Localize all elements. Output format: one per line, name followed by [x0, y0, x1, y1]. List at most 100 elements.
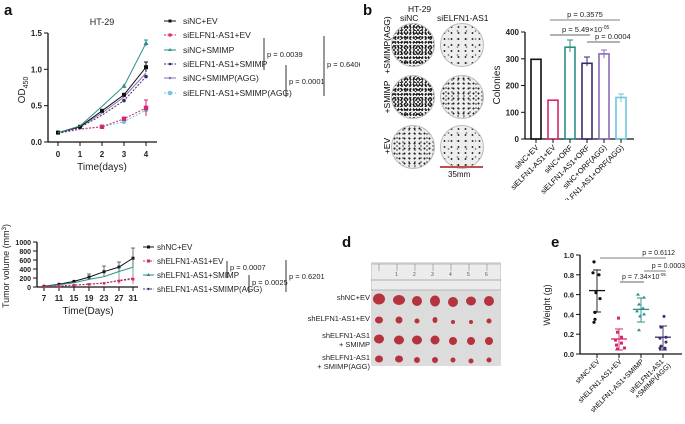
- svg-text:1000: 1000: [15, 240, 31, 247]
- svg-text:400: 400: [19, 267, 31, 274]
- svg-text:siELFN1-AS1+SMIMP(AGG): siELFN1-AS1+SMIMP(AGG): [183, 88, 292, 98]
- x-axis-label: Time(Days): [62, 306, 113, 317]
- svg-text:1: 1: [395, 272, 398, 278]
- well-siNC-SMIMP-AGG: [391, 23, 435, 67]
- svg-text:1.0: 1.0: [564, 251, 574, 260]
- panel-b-row-labels: +SMIMP(AGG) +SMIMP +EV: [382, 16, 392, 155]
- group-shNC-EV: [589, 260, 605, 324]
- panel-c-legend: shNC+EV shELFN1-AS1+EV shELFN1-AS1+SMIMP…: [143, 243, 262, 294]
- bar-siELFN1-EV: [547, 99, 559, 140]
- svg-text:2: 2: [100, 150, 105, 159]
- svg-text:shELFN1-AS1+SMIMP: shELFN1-AS1+SMIMP: [157, 271, 239, 280]
- tumors-row-shELFN1-SMIMP-AGG: [375, 355, 492, 364]
- bar-siNC-ORF-AGG: [598, 53, 610, 140]
- series-shELFN1-AS1-EV: [42, 274, 135, 289]
- panel-letter-e: e: [551, 234, 560, 251]
- tumors-row-shELFN1-SMIMP: [374, 334, 493, 345]
- panel-b-title: HT-29: [408, 4, 432, 14]
- panel-a-title: HT-29: [90, 17, 115, 27]
- series-siELFN1-AS1-EV: [57, 99, 149, 134]
- svg-text:0.0: 0.0: [564, 350, 574, 359]
- row-label-shELFN1-EV: shELFN1-AS1+EV: [307, 314, 370, 323]
- svg-text:shELFN1-AS1+EV: shELFN1-AS1+EV: [157, 257, 224, 266]
- x-ticks: [596, 354, 664, 358]
- svg-text:11: 11: [55, 294, 64, 303]
- svg-text:0.6: 0.6: [564, 291, 574, 300]
- svg-text:200: 200: [506, 82, 520, 91]
- svg-text:0.0: 0.0: [31, 138, 43, 147]
- well-siNC-SMIMP: [391, 75, 435, 119]
- svg-text:1: 1: [78, 150, 83, 159]
- svg-text:31: 31: [129, 294, 138, 303]
- y-ticks: 0 200 400 600 800 1000: [15, 240, 37, 292]
- x-ticks: 7 11 15 19 23 27 31: [42, 287, 138, 303]
- tumors-row-shELFN1-EV: [375, 316, 492, 324]
- svg-text:+SMIMP(AGG): +SMIMP(AGG): [382, 16, 392, 74]
- y-ticks: 0.0 0.2 0.4 0.6 0.8 1.0: [564, 251, 580, 359]
- col-label-siELFN1-AS1: siELFN1-AS1: [437, 13, 489, 23]
- svg-text:23: 23: [100, 294, 109, 303]
- bar-siNC-EV: [530, 58, 542, 140]
- svg-text:800: 800: [19, 249, 31, 256]
- tumors-row-shNC-EV: [373, 293, 494, 307]
- x-ticks: [535, 139, 622, 143]
- bars: [530, 39, 627, 140]
- well-siELFN1-SMIMP: [440, 75, 484, 119]
- svg-text:19: 19: [85, 294, 94, 303]
- svg-text:100: 100: [506, 108, 520, 117]
- svg-text:15: 15: [70, 294, 79, 303]
- y-axis-label: Weight (g): [542, 284, 552, 325]
- row-label-shNC-EV: shNC+EV: [336, 293, 370, 302]
- svg-text:siELFN1-AS1+EV: siELFN1-AS1+EV: [183, 30, 251, 40]
- svg-text:siNC+SMIMP: siNC+SMIMP: [183, 45, 235, 55]
- svg-text:0.5: 0.5: [31, 102, 43, 111]
- svg-text:1.5: 1.5: [31, 29, 43, 38]
- svg-text:p = 0.0007: p = 0.0007: [230, 263, 266, 272]
- row-label-shELFN1-AGG-1: shELFN1-AS1: [322, 353, 370, 362]
- svg-text:300: 300: [506, 55, 520, 64]
- x-axis-label: Time(days): [77, 162, 127, 173]
- x-ticks: 0 1 2 3 4: [56, 142, 149, 159]
- ruler: [371, 263, 501, 291]
- svg-text:27: 27: [115, 294, 124, 303]
- series-siNC-SMIMP-AGG: [57, 72, 147, 134]
- svg-text:0: 0: [515, 135, 520, 144]
- scale-bar: [440, 166, 483, 168]
- svg-text:p = 5.49×10-05: p = 5.49×10-05: [562, 25, 609, 34]
- svg-text:siNC+EV: siNC+EV: [183, 16, 218, 26]
- p-value-brackets: p = 0.3575 p = 5.49×10-05 p = 0.0004: [550, 10, 631, 43]
- series-siNC-SMIMP: [57, 39, 149, 134]
- svg-text:siNC+SMIMP(AGG): siNC+SMIMP(AGG): [183, 73, 259, 83]
- panel-letter-b: b: [363, 2, 373, 19]
- svg-text:p = 0.0003: p = 0.0003: [652, 263, 685, 270]
- row-label-shELFN1-SMIMP-2: + SMIMP: [338, 340, 370, 349]
- svg-text:0.8: 0.8: [564, 271, 574, 280]
- svg-text:p = 0.6406: p = 0.6406: [327, 60, 360, 69]
- svg-text:600: 600: [19, 258, 31, 265]
- panel-c-p-brackets: p = 0.0007 p = 0.0025 p = 0.6201: [226, 260, 325, 293]
- svg-text:OD450: OD450: [17, 77, 30, 104]
- y-axis-label: OD450: [17, 77, 30, 104]
- svg-text:p = 7.34×10-05: p = 7.34×10-05: [622, 272, 666, 281]
- well-siELFN1-SMIMP-AGG: [440, 23, 484, 67]
- svg-text:+SMIMP: +SMIMP: [382, 80, 392, 113]
- panel-b-colony-images: HT-29 siNC siELFN1-AS1 35mm: [380, 0, 490, 200]
- bar-siELFN1-ORF: [581, 62, 593, 140]
- svg-text:shNC+EV: shNC+EV: [157, 243, 193, 252]
- svg-text:+EV: +EV: [382, 138, 392, 155]
- svg-text:400: 400: [506, 28, 520, 37]
- panel-a-legend: siNC+EV siELFN1-AS1+EV siNC+SMIMP siELFN…: [164, 16, 292, 98]
- x-tick-labels: shNC+EV shELFN1-AS1+EV shELFN1-AS1+SMIMP…: [575, 358, 673, 414]
- svg-text:3: 3: [122, 150, 127, 159]
- y-ticks: 0 100 200 300 400: [506, 28, 525, 144]
- panel-a-p-brackets: p = 0.0039 p = 0.0001 p = 0.6406: [263, 36, 360, 97]
- series-siELFN1-AS1-SMIMP: [57, 74, 148, 134]
- svg-text:p = 0.6112: p = 0.6112: [642, 250, 675, 257]
- bar-siNC-ORF: [564, 46, 576, 140]
- panel-d-tumor-photo: 1 2 3 4 5 6: [371, 262, 501, 366]
- panel-a-chart: HT-29 0.0 0.5 1.0 1.5 0 1 2 3 4 Time(day…: [17, 16, 360, 173]
- svg-text:p = 0.0025: p = 0.0025: [252, 278, 288, 287]
- svg-text:siELFN1-AS1+SMIMP: siELFN1-AS1+SMIMP: [183, 59, 268, 69]
- svg-text:0.4: 0.4: [564, 310, 575, 319]
- svg-text:4: 4: [449, 272, 452, 278]
